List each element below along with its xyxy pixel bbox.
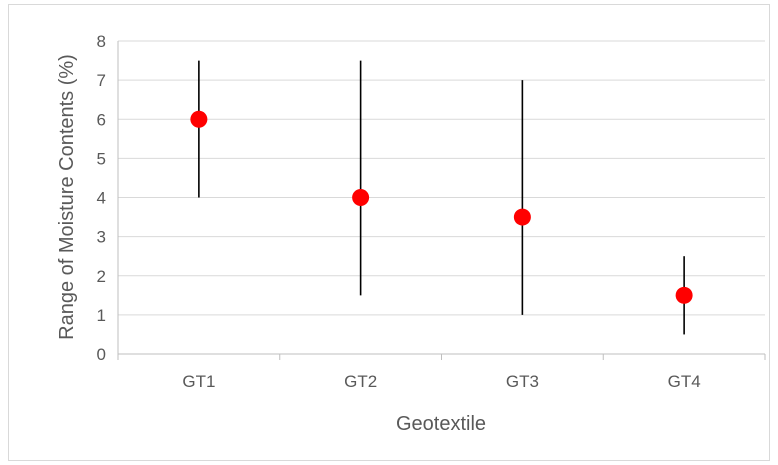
data-point (675, 286, 693, 304)
y-tick-label: 7 (97, 71, 106, 90)
y-tick-label: 3 (97, 228, 106, 247)
y-tick-label: 0 (97, 345, 106, 364)
y-axis-title: Range of Moisture Contents (%) (56, 54, 78, 340)
x-axis-title: Geotextile (396, 413, 486, 435)
data-point (513, 208, 531, 226)
x-tick-label: GT2 (344, 372, 377, 391)
y-tick-label: 4 (97, 189, 106, 208)
y-tick-label: 5 (97, 149, 106, 168)
y-tick-label: 1 (97, 306, 106, 325)
y-tick-labels: 0 1 2 3 4 5 6 7 8 (97, 32, 106, 364)
x-tick-label: GT1 (182, 372, 215, 391)
x-tick-label: GT3 (506, 372, 539, 391)
data-points (190, 110, 693, 304)
x-tick-labels: GT1 GT2 GT3 GT4 (182, 372, 700, 391)
axes (117, 41, 766, 360)
y-tick-label: 8 (97, 32, 106, 51)
gridlines (118, 40, 765, 316)
y-tick-label: 6 (97, 110, 106, 129)
y-tick-label: 2 (97, 267, 106, 286)
x-tick-label: GT4 (668, 372, 701, 391)
data-point (352, 189, 370, 206)
data-point (190, 110, 208, 128)
